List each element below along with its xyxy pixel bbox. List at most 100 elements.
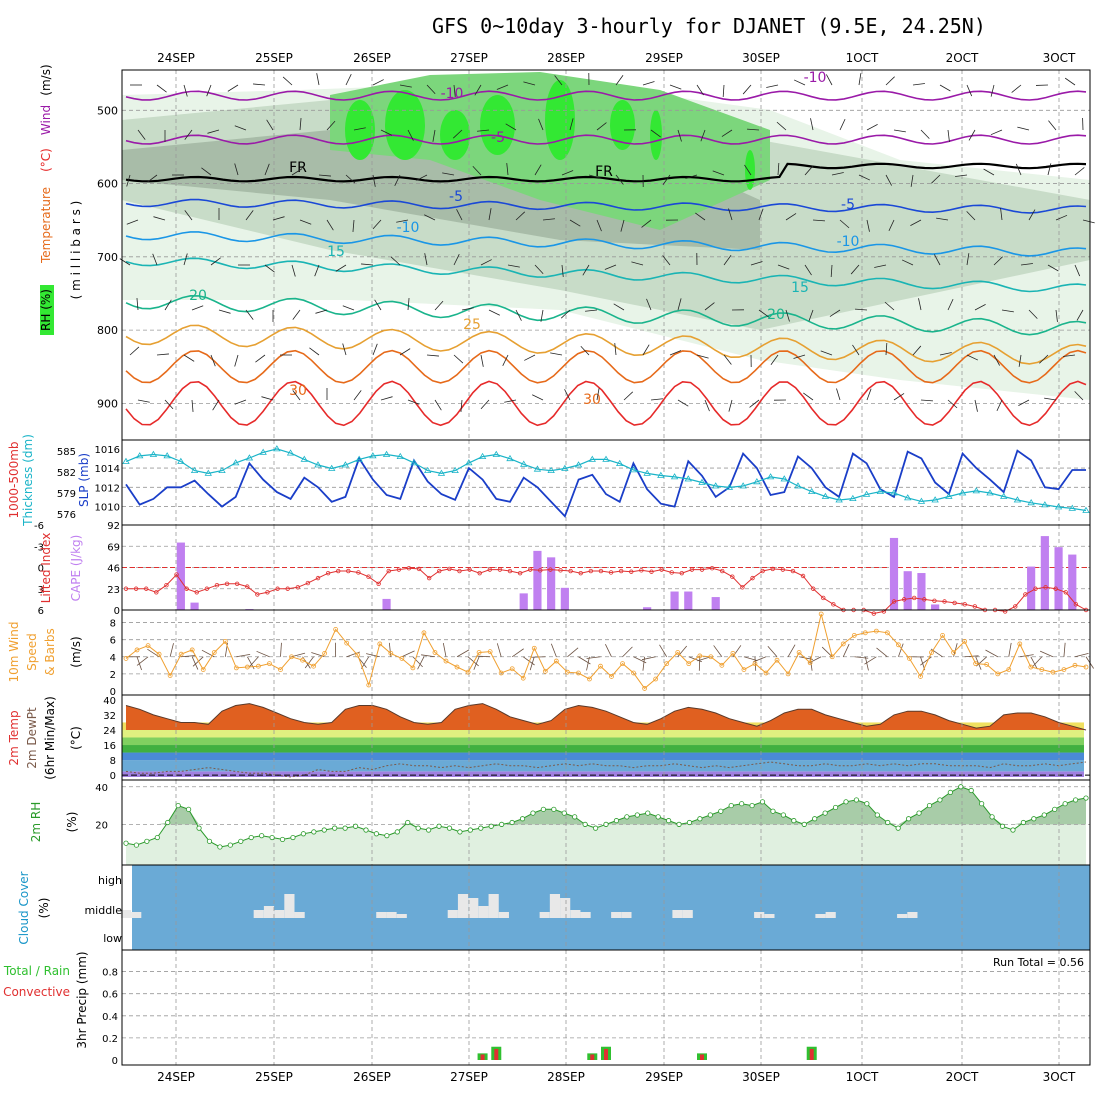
wind10-point xyxy=(498,670,504,676)
rh-point xyxy=(739,801,745,807)
thickness-point xyxy=(849,494,857,502)
wind-barb xyxy=(264,264,275,273)
lifted-index-point xyxy=(740,585,745,590)
lifted-index-point xyxy=(426,575,432,581)
wind-barb xyxy=(939,84,951,92)
wind-barb xyxy=(569,219,581,227)
rh-point xyxy=(551,806,557,812)
thickness-point xyxy=(1013,496,1022,503)
temp-contour xyxy=(125,134,1087,145)
wind-barb xyxy=(380,129,392,136)
wind-barb xyxy=(974,304,986,311)
thickness-point xyxy=(547,466,555,474)
cape-bar xyxy=(519,593,528,610)
ylabel-2m-temp: 2m Temp xyxy=(7,710,21,765)
wind-barb xyxy=(210,354,216,367)
wind10-point xyxy=(697,653,703,659)
thickness-point xyxy=(917,497,926,504)
wind10-barb xyxy=(1063,642,1066,657)
wind10-point xyxy=(609,674,614,679)
thickness-point xyxy=(684,475,692,482)
wind-barb xyxy=(983,168,995,176)
contour-label: 25 xyxy=(463,317,481,333)
wind-barb xyxy=(253,83,266,86)
wind-barb xyxy=(596,122,607,131)
wind-barb xyxy=(164,299,172,311)
thickness-point xyxy=(396,452,404,460)
rh-point xyxy=(1010,827,1016,833)
wind10-point xyxy=(752,661,758,667)
rh-point xyxy=(488,823,494,829)
lifted-index-point xyxy=(578,570,583,576)
wind-barb xyxy=(728,208,733,221)
wind-barb xyxy=(777,264,790,270)
rh-point xyxy=(770,808,776,814)
cape-bar xyxy=(533,550,542,610)
cloud-bar xyxy=(447,910,458,918)
lifted-index-point xyxy=(558,568,563,573)
contour-label: 30 xyxy=(289,383,307,399)
cloud-bar xyxy=(764,914,775,918)
wind-barb xyxy=(990,84,995,97)
wind10-point xyxy=(840,641,846,647)
wind-barb xyxy=(452,129,463,139)
rh-point xyxy=(206,838,213,844)
lifted-index-point xyxy=(416,566,422,572)
ylabel-slp: SLP (mb) xyxy=(77,453,91,507)
wind-barb xyxy=(993,354,1000,366)
wind-barb xyxy=(496,84,509,90)
temp-band xyxy=(122,771,1084,777)
wind-barb xyxy=(266,119,274,131)
y-tick-right: 23 xyxy=(107,585,120,596)
wind-barb xyxy=(342,343,347,356)
wind-barb xyxy=(1074,167,1085,176)
wind-barb xyxy=(564,389,571,401)
wind-barb xyxy=(685,174,698,179)
ylabel-temperature: Temperature xyxy=(39,187,53,264)
wind-barb xyxy=(292,390,301,401)
wind10-point xyxy=(796,650,802,655)
thickness-point xyxy=(945,492,953,499)
rh-point xyxy=(843,799,849,805)
lifted-index-point xyxy=(517,570,523,576)
wind10-barb xyxy=(1032,656,1043,668)
wind10-barb xyxy=(659,644,668,657)
cloud-bar xyxy=(682,910,693,918)
wind-barb xyxy=(532,394,544,401)
ylabel-temp-unit: (°C) xyxy=(39,148,53,172)
lifted-index-point xyxy=(376,581,381,586)
thickness-point xyxy=(821,492,830,499)
wind-barb xyxy=(264,163,270,176)
wind-barb xyxy=(955,174,968,177)
temp-line xyxy=(125,703,1087,731)
lifted-index-point xyxy=(901,597,907,602)
wind-barb xyxy=(434,399,442,411)
wind10-point xyxy=(178,651,184,657)
lifted-index-point xyxy=(528,567,533,572)
y-tick-right: 1016 xyxy=(95,445,120,456)
wind10-barb xyxy=(421,654,436,658)
wind-barb xyxy=(931,174,941,184)
wind-barb xyxy=(234,354,239,367)
wind-barb xyxy=(804,264,812,276)
cloud-bar xyxy=(580,912,591,918)
wind-barb xyxy=(1082,219,1095,224)
wind-barb xyxy=(129,346,140,356)
y-tick-label: 0 xyxy=(110,771,116,782)
thickness-point xyxy=(643,469,651,476)
wind-barb xyxy=(291,168,303,176)
wind-barb xyxy=(505,123,517,131)
wind-barb xyxy=(1064,77,1076,86)
wind-barb xyxy=(374,299,382,311)
wind-barb xyxy=(1018,354,1022,367)
thickness-point xyxy=(232,459,240,466)
cloud-bar xyxy=(815,914,826,918)
rh-legend-swatch xyxy=(40,285,54,335)
ylabel-2m-rh: 2m RH xyxy=(29,802,43,843)
wind10-barb xyxy=(1019,654,1034,658)
thickness-point xyxy=(931,496,939,503)
wind10-point xyxy=(873,628,879,634)
thickness-point xyxy=(273,445,281,452)
rh-point xyxy=(864,801,870,807)
ylabel-wind: Wind xyxy=(39,105,53,135)
